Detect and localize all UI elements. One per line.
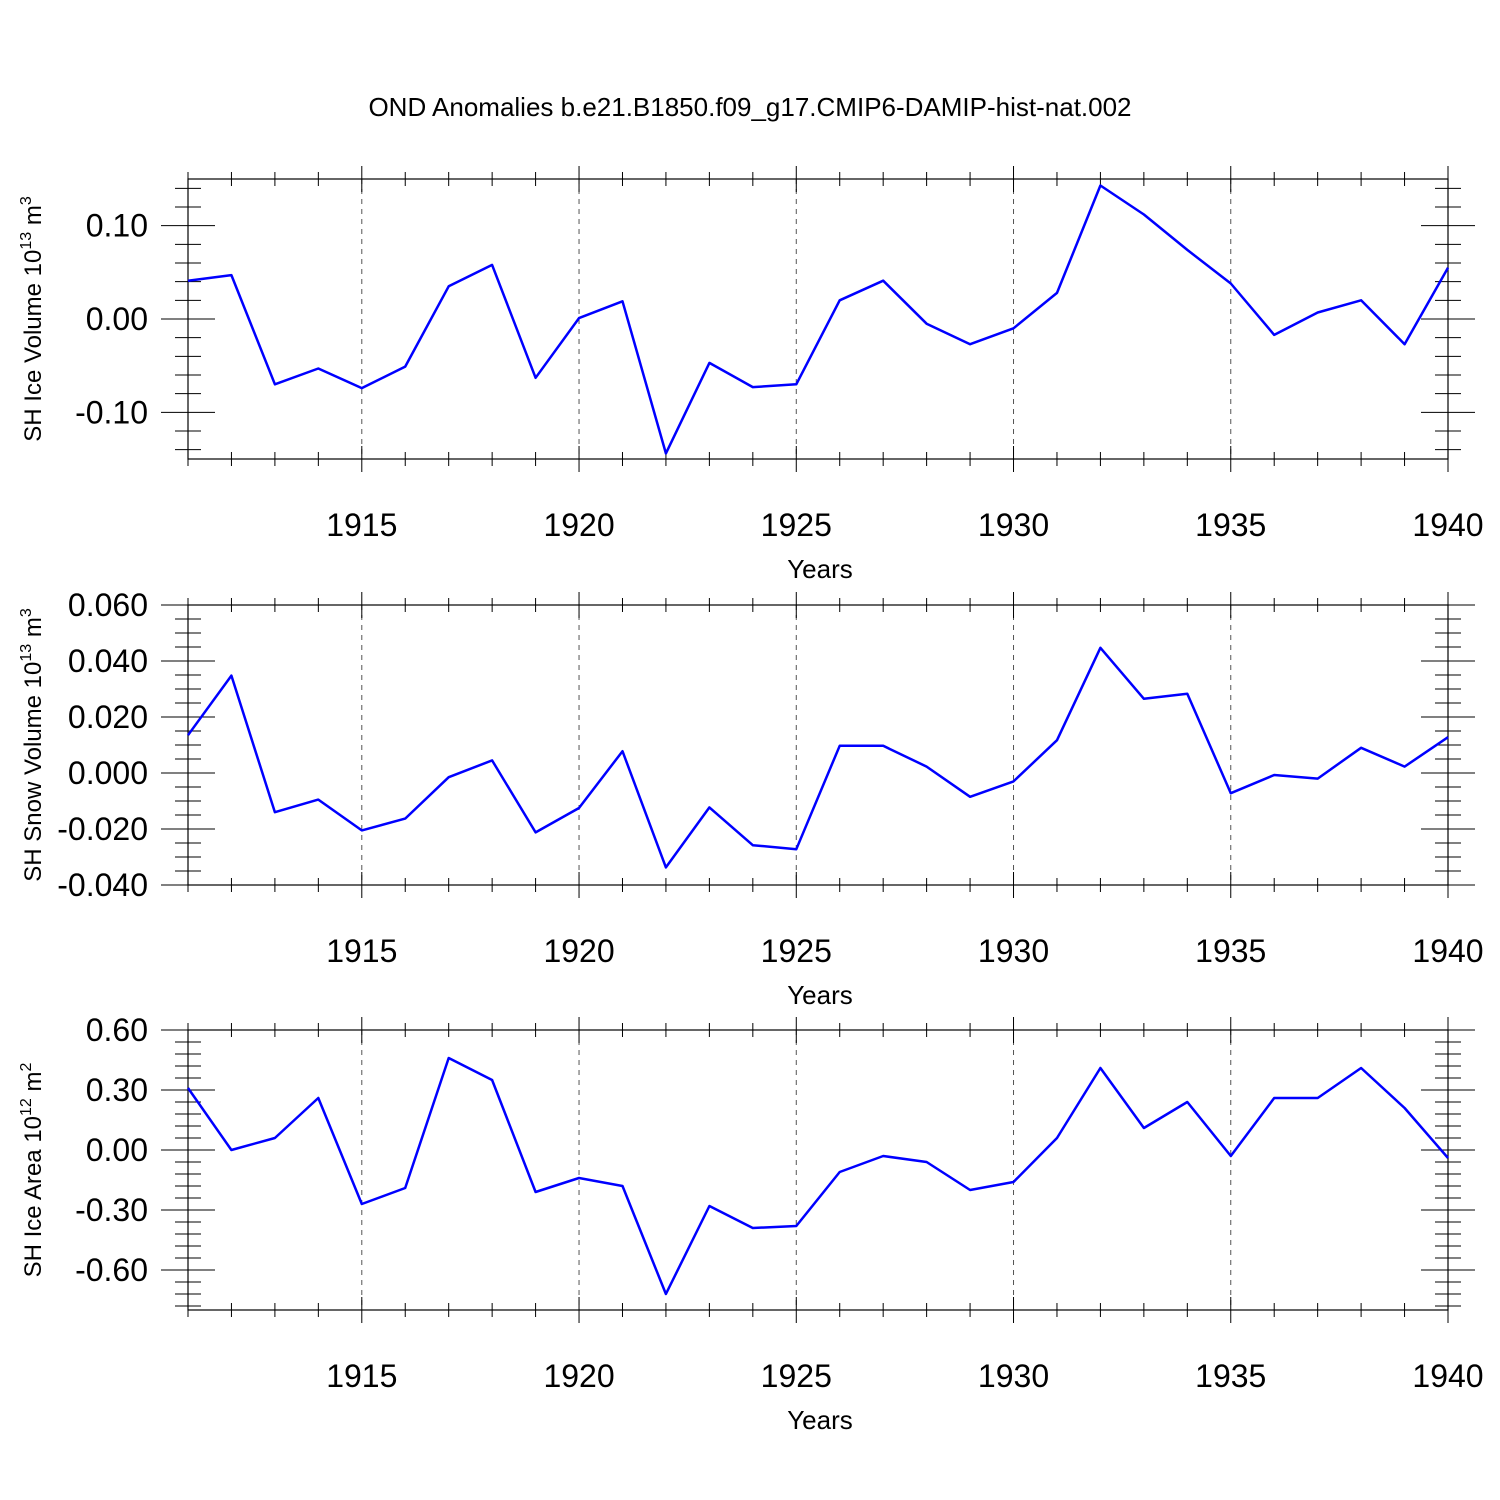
series-line-sh-snow-volume (186, 646, 1449, 869)
y-tick-label: 0.00 (86, 301, 148, 337)
figure-title: OND Anomalies b.e21.B1850.f09_g17.CMIP6-… (368, 92, 1131, 122)
x-tick-label: 1920 (543, 1358, 614, 1394)
x-tick-label: 1920 (543, 933, 614, 969)
y-tick-label: -0.040 (57, 867, 148, 903)
x-axis-title: Years (787, 554, 853, 584)
x-tick-label: 1940 (1412, 933, 1483, 969)
x-tick-label: 1925 (761, 507, 832, 543)
plot-frame (187, 1029, 1449, 1311)
x-tick-label: 1930 (978, 507, 1049, 543)
x-tick-label: 1940 (1412, 507, 1483, 543)
y-tick-label: 0.00 (86, 1132, 148, 1168)
series-line-sh-ice-volume (187, 184, 1450, 455)
x-tick-label: 1925 (761, 933, 832, 969)
x-tick-label: 1920 (543, 507, 614, 543)
x-tick-label: 1930 (978, 1358, 1049, 1394)
x-tick-label: 1935 (1195, 933, 1266, 969)
y-tick-label: 0.040 (68, 643, 148, 679)
y-tick-label: 0.60 (86, 1012, 148, 1048)
y-tick-label: 0.10 (86, 208, 148, 244)
y-axis-title: SH Ice Volume 1013 m3 (18, 196, 47, 442)
x-tick-label: 1915 (326, 1358, 397, 1394)
y-tick-label: -0.30 (75, 1192, 148, 1228)
y-tick-label: -0.020 (57, 811, 148, 847)
x-tick-label: 1915 (326, 933, 397, 969)
y-tick-label: 0.060 (68, 587, 148, 623)
y-tick-label: 0.000 (68, 755, 148, 791)
chart-panel-1: 1915 1920 1925 1930 1935 1940 Years -0.10 0.00 0.… (18, 166, 1484, 584)
y-tick-label: -0.10 (75, 394, 148, 430)
plot-frame (187, 178, 1449, 460)
x-tick-label: 1935 (1195, 1358, 1266, 1394)
y-axis-title: SH Ice Area 1012 m2 (18, 1063, 47, 1278)
panels: 1915 1920 1925 1930 1935 1940 Years -0.10 0.00 0.… (18, 166, 1484, 1435)
plot-frame (187, 604, 1449, 886)
x-axis-title: Years (787, 1405, 853, 1435)
chart-panel-2: 1915 1920 1925 1930 1935 1940 Years -0.040 -0.02… (18, 587, 1484, 1010)
y-tick-label: 0.020 (68, 699, 148, 735)
y-tick-label: 0.30 (86, 1072, 148, 1108)
x-tick-label: 1925 (761, 1358, 832, 1394)
series-line-sh-ice-area (186, 1056, 1449, 1296)
y-tick-label: -0.60 (75, 1252, 148, 1288)
x-axis-title: Years (787, 980, 853, 1010)
y-axis-title: SH Snow Volume 1013 m3 (18, 608, 47, 882)
chart-panel-3: 1915 1920 1925 1930 1935 1940 Years -0.60 -0.30 0… (18, 1012, 1484, 1435)
x-tick-label: 1915 (326, 507, 397, 543)
x-tick-label: 1930 (978, 933, 1049, 969)
x-tick-label: 1940 (1412, 1358, 1483, 1394)
x-tick-label: 1935 (1195, 507, 1266, 543)
